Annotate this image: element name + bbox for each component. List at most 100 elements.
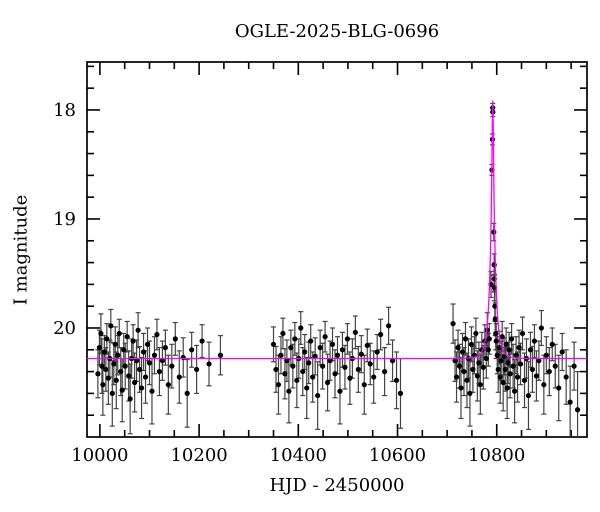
data-point [473,330,479,337]
data-point [541,382,547,388]
data-point [502,366,508,373]
data-point [109,390,115,396]
data-point [327,358,333,364]
data-point [461,368,467,375]
data-point [322,334,328,340]
data-point [389,358,396,364]
data-point [127,396,133,402]
data-point [485,347,491,353]
data-point [112,341,118,347]
data-point [142,374,149,380]
data-point [217,352,224,358]
data-point [521,377,528,383]
data-point [292,336,298,342]
x-axis-label: HJD - 2450000 [269,475,405,496]
data-point [156,368,163,375]
data-point [122,363,128,369]
x-tick-label: 10400 [270,445,327,466]
data-point [275,382,282,388]
data-point [513,352,519,358]
data-point [105,375,111,381]
data-point [525,392,532,399]
data-point [130,338,136,344]
data-point [378,331,384,338]
data-point [371,374,377,380]
data-point [278,352,284,358]
data-point [302,349,308,355]
data-point [501,353,507,359]
data-point [288,345,294,351]
data-point [511,388,518,394]
data-point [452,358,458,364]
data-point [559,349,565,355]
data-point [458,385,464,391]
data-point [273,366,279,373]
data-point [332,371,338,377]
data-point [119,387,125,393]
data-point [503,341,509,347]
data-point [529,366,536,373]
data-point [138,385,145,391]
data-point [290,363,296,369]
data-point [546,368,552,375]
data-point [574,407,581,413]
y-tick-label: 18 [53,100,76,121]
data-point [531,338,538,344]
data-point [294,377,300,383]
data-point [552,363,558,369]
data-point [284,358,290,364]
data-point [483,355,489,362]
data-point [510,363,516,369]
data-point [101,349,107,355]
x-tick-label: 10800 [468,445,525,466]
data-point [111,361,117,367]
data-point [159,358,165,364]
data-point [100,382,106,388]
data-point [96,345,103,351]
data-point [462,336,469,342]
model-curve [87,99,587,360]
data-point [563,374,569,380]
data-point [306,360,312,366]
y-tick-label: 20 [53,318,76,339]
data-point [476,360,482,366]
data-point [506,347,512,353]
data-point [567,399,573,405]
data-point [519,330,526,337]
data-point [450,321,456,327]
data-point [300,368,306,375]
data-point [324,379,331,386]
y-axis-label: I magnitude [10,194,32,306]
data-point [339,347,346,353]
data-point [135,327,141,333]
data-point [334,352,341,358]
data-point [121,347,127,353]
data-point [342,364,348,370]
data-point [474,373,480,379]
data-point [459,349,466,355]
data-point [491,229,497,235]
chart-title: OGLE-2025-BLG-0696 [234,21,440,42]
x-tick-label: 10200 [170,445,227,466]
y-tick-label: 19 [53,209,76,230]
data-point [498,358,504,364]
data-point [456,363,463,369]
data-point [393,377,400,383]
data-point [280,330,286,337]
data-point [516,345,522,351]
data-point [304,385,310,391]
data-point [543,352,549,358]
data-point [99,363,105,369]
data-point [270,341,277,347]
data-point [493,338,499,344]
data-point [374,349,380,355]
data-point [189,347,195,353]
data-point [194,366,200,373]
data-point [455,345,461,351]
x-tick-label: 10600 [369,445,426,466]
data-point [134,358,140,364]
data-point [184,390,190,396]
data-point [397,390,404,396]
data-point [355,366,361,373]
